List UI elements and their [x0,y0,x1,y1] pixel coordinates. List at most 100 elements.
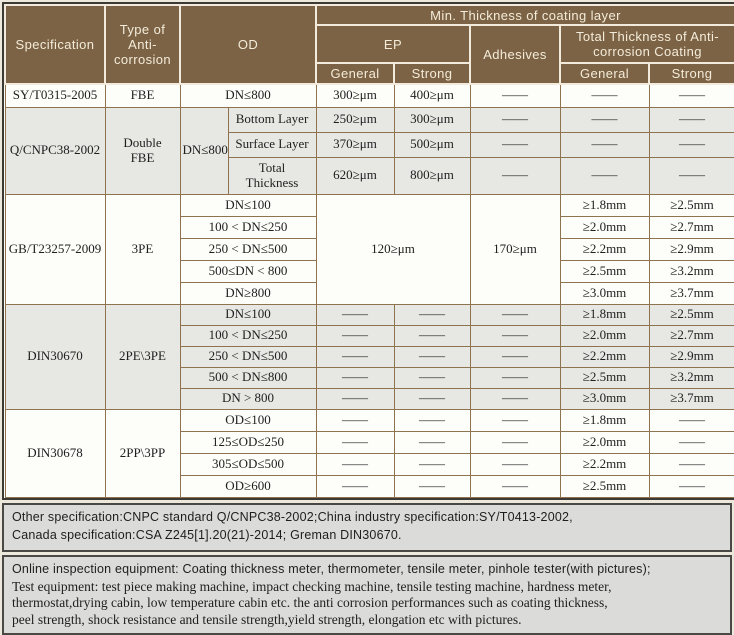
ep-merged-cell: 120≥μm [315,193,471,305]
od-cell: 500≤DN < 800 [179,259,317,283]
ep-strong-cell: —— [393,452,471,476]
total-strong-cell: ≥3.2mm [648,366,734,389]
total-strong-cell: ≥2.9mm [648,345,734,368]
total-general-cell: ≥2.0mm [559,324,650,347]
note-inspection-equipment-body: Test equipment: test piece making machin… [12,578,612,627]
ep-strong-cell: 800≥μm [393,156,471,195]
od-cell: OD≤100 [179,408,317,432]
ep-strong-cell: —— [393,324,471,347]
od-cell: DN > 800 [179,387,317,410]
spec-cell: DIN30678 [4,408,106,498]
ep-general-cell: —— [315,387,395,410]
adhesives-cell: —— [469,131,561,158]
ep-strong-cell: 500≥μm [393,131,471,158]
ep-strong-cell: —— [393,366,471,389]
table-header: Specification Type of Anti-corrosion OD … [4,4,734,85]
od-cell: 100 < DN≤250 [179,215,317,239]
od-cell: OD≥600 [179,474,317,498]
total-general-cell: ≥2.5mm [559,474,650,498]
total-strong-cell: ≥3.7mm [648,387,734,410]
note-inspection-equipment: Online inspection equipment: Coating thi… [2,555,732,635]
type-cell: 2PP\3PP [104,408,181,498]
total-general-cell: ≥2.2mm [559,345,650,368]
total-general-cell: ≥2.2mm [559,452,650,476]
adhesives-cell: 170≥μm [469,193,561,305]
note-other-specifications: Other specification:CNPC standard Q/CNPC… [2,502,732,552]
total-general-cell: —— [559,131,650,158]
layer-cell: Total Thickness [227,156,317,195]
ep-strong-cell: —— [393,430,471,454]
col-header-ep-strong: Strong [393,62,471,85]
total-general-cell: ≥2.0mm [559,215,650,239]
ep-general-cell: 620≥μm [315,156,395,195]
col-header-adhesives: Adhesives [469,24,561,85]
total-strong-cell: ≥2.7mm [648,215,734,239]
table-row: DIN30670 2PE\3PE DN≤100 —— —— —— ≥1.8mm … [4,303,734,410]
ep-strong-cell: —— [393,303,471,326]
coating-spec-table: Specification Type of Anti-corrosion OD … [4,4,734,498]
total-strong-cell: —— [648,131,734,158]
type-cell: 3PE [104,193,181,305]
total-general-cell: ≥3.0mm [559,387,650,410]
adhesives-cell: —— [469,408,561,432]
table-row: 500 < DN≤800 —— —— —— ≥2.5mm ≥3.2mm [5,366,734,389]
total-strong-cell: ≥2.9mm [648,237,734,261]
table-row: Surface Layer 370≥μm 500≥μm —— —— —— [5,131,734,158]
total-general-cell: ≥1.8mm [559,408,650,432]
adhesives-cell: —— [469,324,561,347]
col-header-total-general: General [559,62,650,85]
ep-general-cell: —— [315,345,395,368]
adhesives-cell: —— [469,474,561,498]
od-cell: 250 < DN≤500 [179,345,317,368]
col-header-specification: Specification [4,4,106,85]
header-row-1: Specification Type of Anti-corrosion OD … [4,4,734,85]
od-cell: 250 < DN≤500 [179,237,317,261]
total-strong-cell: ≥3.7mm [648,281,734,305]
adhesives-cell: —— [469,303,561,326]
type-cell: FBE [104,83,181,108]
table-row: DN > 800 —— —— —— ≥3.0mm ≥3.7mm [5,387,734,410]
od-cell: DN≤800 [179,106,229,195]
total-strong-cell: ≥2.7mm [648,324,734,347]
table-row: OD≥600 —— —— —— ≥2.5mm —— [5,474,734,498]
total-strong-cell: —— [648,452,734,476]
total-general-cell: —— [559,83,650,108]
od-cell: DN≥800 [179,281,317,305]
header-row-2: EP Adhesives Total Thickness of Anti-cor… [5,24,734,85]
ep-general-cell: 250≥μm [315,106,395,133]
note-other-specifications-text: Other specification:CNPC standard Q/CNPC… [12,509,573,543]
spec-cell: DIN30670 [4,303,106,410]
type-cell: 2PE\3PE [104,303,181,410]
total-general-cell: —— [559,156,650,195]
ep-strong-cell: —— [393,387,471,410]
table-row: 100 < DN≤250 —— —— —— ≥2.0mm ≥2.7mm [5,324,734,347]
spec-table-frame: Specification Type of Anti-corrosion OD … [2,2,734,500]
ep-general-cell: —— [315,366,395,389]
adhesives-cell: —— [469,345,561,368]
col-header-min-thickness: Min. Thickness of coating layer [315,4,734,26]
spec-cell: Q/CNPC38-2002 [4,106,106,195]
total-general-cell: ≥2.2mm [559,237,650,261]
col-header-ep: EP [315,24,471,64]
ep-general-cell: 370≥μm [315,131,395,158]
total-general-cell: ≥3.0mm [559,281,650,305]
ep-general-cell: —— [315,474,395,498]
ep-general-cell: —— [315,430,395,454]
adhesives-cell: —— [469,156,561,195]
header-row-3: General Strong General Strong [5,62,734,85]
total-strong-cell: —— [648,408,734,432]
ep-strong-cell: —— [393,408,471,432]
ep-general-cell: —— [315,452,395,476]
od-cell: 100 < DN≤250 [179,324,317,347]
od-cell: DN≤100 [179,193,317,217]
total-strong-cell: —— [648,430,734,454]
total-strong-cell: —— [648,106,734,133]
col-header-type: Type of Anti-corrosion [104,4,181,85]
table-row: 305≤OD≤500 —— —— —— ≥2.2mm —— [5,452,734,476]
total-strong-cell: —— [648,156,734,195]
table-row: Total Thickness 620≥μm 800≥μm —— —— —— [5,156,734,195]
table-row: DIN30678 2PP\3PP OD≤100 —— —— —— ≥1.8mm … [4,408,734,498]
table-row: 250 < DN≤500 —— —— —— ≥2.2mm ≥2.9mm [5,345,734,368]
spec-cell: SY/T0315-2005 [4,83,106,108]
ep-general-cell: 300≥μm [315,83,395,108]
